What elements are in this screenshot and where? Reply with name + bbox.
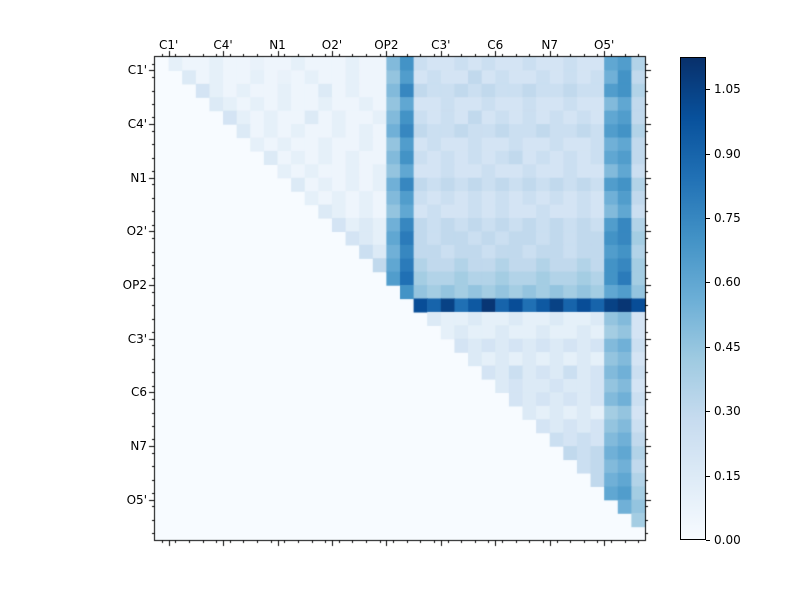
y-tick-label: N1 [130,170,147,185]
y-tick-label: C6 [130,385,147,400]
x-tick-label: C4' [213,38,233,52]
x-tick-label: C1' [158,38,179,52]
x-tick-label: O5' [593,38,615,52]
y-tick-label: N7 [130,439,147,454]
colorbar-tick-mark [706,154,710,155]
y-tick-label: O5' [126,492,147,507]
colorbar-tick-label: 0.15 [714,468,741,483]
x-tick-label: N1 [269,38,286,52]
x-tick-label: OP2 [374,38,399,52]
y-tick-label: C3' [127,331,147,346]
y-tick-label: C1' [127,63,147,78]
colorbar-tick-mark [706,411,710,412]
colorbar-tick-mark [706,218,710,219]
colorbar-tick-mark [706,89,710,90]
y-tick-label: C4' [127,117,147,132]
colorbar-tick-label: 1.05 [714,82,741,97]
x-tick-label: O2' [321,38,343,52]
x-tick-label: C3' [431,38,451,52]
colorbar-tick-label: 0.30 [714,404,741,419]
colorbar-tick-label: 0.90 [714,146,741,161]
colorbar-tick-mark [706,476,710,477]
colorbar-tick-label: 0.60 [714,275,741,290]
colorbar-tick-label: 0.45 [714,339,741,354]
colorbar-tick-mark [706,347,710,348]
colorbar [680,57,706,540]
x-tick-label: N7 [541,38,559,52]
x-tick-label: C6 [487,38,504,52]
colorbar-tick-label: 0.00 [714,533,741,547]
colorbar-tick-mark [706,282,710,283]
colorbar-tick-mark [706,540,710,541]
colorbar-tick-label: 0.75 [714,211,741,225]
y-tick-label: OP2 [122,278,147,293]
y-tick-label: O2' [126,224,147,239]
